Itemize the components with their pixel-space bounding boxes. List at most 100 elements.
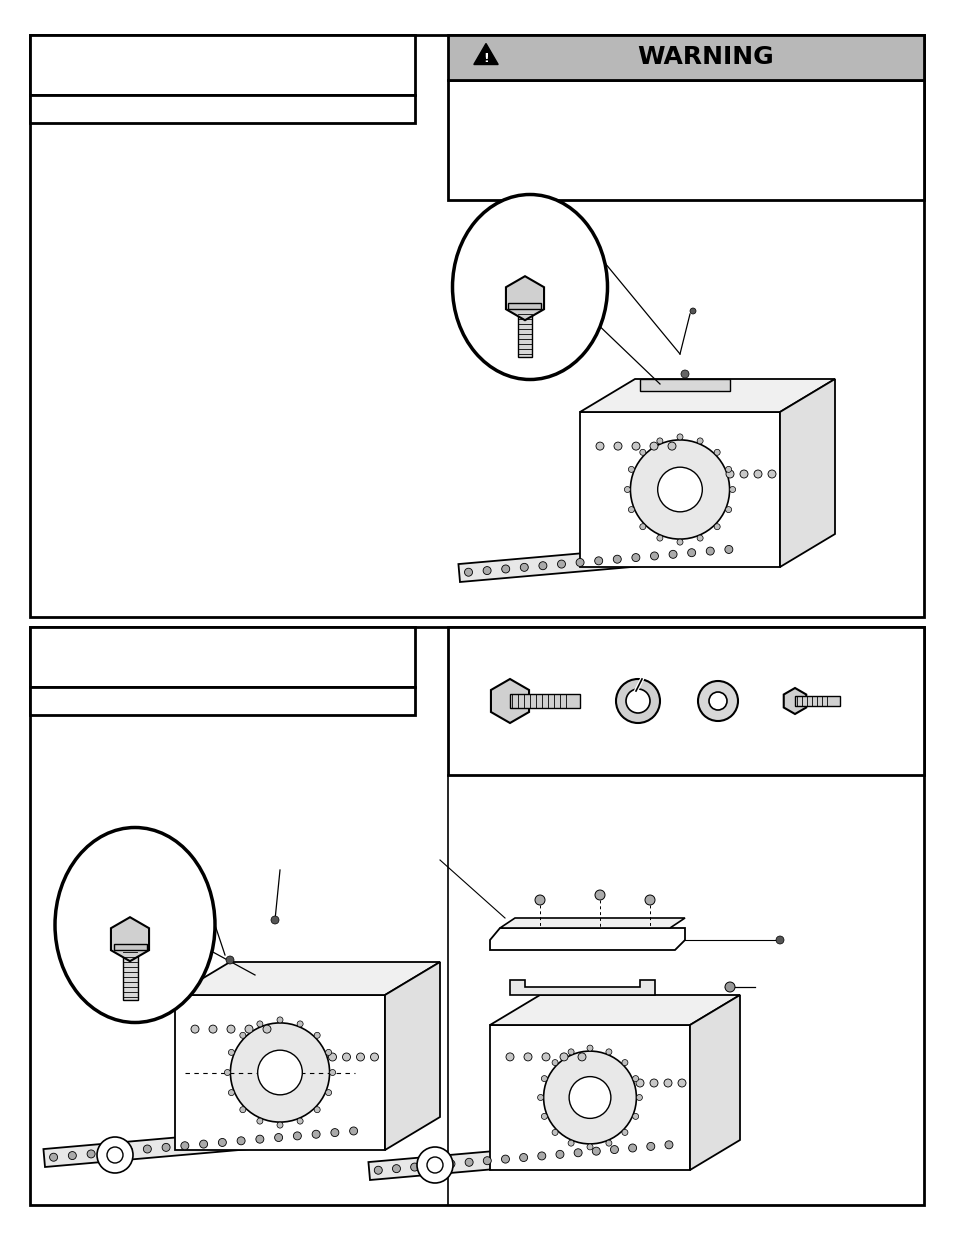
- Circle shape: [483, 1157, 491, 1165]
- Circle shape: [276, 1016, 283, 1023]
- Text: WARNING: WARNING: [637, 46, 774, 69]
- Circle shape: [610, 1146, 618, 1153]
- Circle shape: [224, 1070, 231, 1076]
- Circle shape: [628, 506, 634, 513]
- Circle shape: [753, 471, 761, 478]
- Circle shape: [628, 467, 634, 472]
- Circle shape: [680, 370, 688, 378]
- Circle shape: [628, 1144, 636, 1152]
- Circle shape: [646, 1142, 654, 1150]
- Circle shape: [325, 1089, 332, 1095]
- Circle shape: [428, 1161, 436, 1170]
- Polygon shape: [490, 927, 684, 950]
- Circle shape: [657, 535, 662, 541]
- Polygon shape: [780, 379, 834, 567]
- Polygon shape: [490, 1025, 689, 1170]
- Circle shape: [239, 1032, 246, 1039]
- Circle shape: [356, 1053, 364, 1061]
- Polygon shape: [44, 1121, 363, 1167]
- Circle shape: [557, 561, 565, 568]
- Circle shape: [552, 1060, 558, 1066]
- Circle shape: [218, 1139, 226, 1146]
- Polygon shape: [510, 981, 655, 995]
- Polygon shape: [111, 918, 149, 961]
- Bar: [639, 379, 729, 391]
- Circle shape: [523, 1053, 532, 1061]
- Circle shape: [209, 1025, 216, 1034]
- Bar: [122, 948, 137, 1000]
- Circle shape: [567, 1049, 574, 1055]
- Circle shape: [624, 487, 630, 493]
- Circle shape: [639, 450, 645, 456]
- Circle shape: [650, 552, 658, 559]
- Bar: [508, 303, 541, 309]
- Circle shape: [125, 1146, 132, 1155]
- Circle shape: [677, 433, 682, 440]
- Circle shape: [274, 1134, 282, 1141]
- Circle shape: [256, 1118, 263, 1124]
- Circle shape: [729, 487, 735, 493]
- Circle shape: [668, 551, 677, 558]
- Circle shape: [465, 1158, 473, 1166]
- Circle shape: [697, 535, 702, 541]
- Circle shape: [630, 440, 729, 540]
- Circle shape: [427, 1157, 442, 1173]
- Circle shape: [578, 1053, 585, 1061]
- Circle shape: [708, 692, 726, 710]
- Circle shape: [228, 1050, 234, 1056]
- Polygon shape: [174, 995, 385, 1150]
- Circle shape: [257, 1050, 302, 1094]
- Ellipse shape: [452, 194, 607, 379]
- Circle shape: [678, 1079, 685, 1087]
- Circle shape: [331, 1129, 338, 1136]
- Polygon shape: [579, 379, 834, 412]
- Circle shape: [574, 1149, 581, 1157]
- Circle shape: [519, 1153, 527, 1162]
- Circle shape: [296, 1118, 303, 1124]
- Circle shape: [231, 1023, 329, 1123]
- Circle shape: [725, 506, 731, 513]
- Circle shape: [725, 471, 733, 478]
- Circle shape: [725, 467, 731, 472]
- Circle shape: [464, 568, 472, 577]
- Circle shape: [501, 1155, 509, 1163]
- Circle shape: [614, 442, 621, 450]
- Bar: [30, 687, 415, 715]
- Circle shape: [649, 442, 658, 450]
- Circle shape: [649, 1079, 658, 1087]
- Circle shape: [556, 1150, 563, 1158]
- Polygon shape: [490, 995, 740, 1025]
- Circle shape: [349, 1128, 357, 1135]
- Circle shape: [312, 1130, 320, 1139]
- Circle shape: [69, 1151, 76, 1160]
- Circle shape: [540, 1076, 547, 1082]
- Circle shape: [245, 1025, 253, 1034]
- Ellipse shape: [55, 827, 214, 1023]
- Circle shape: [416, 1147, 453, 1183]
- Circle shape: [586, 1045, 593, 1051]
- Circle shape: [410, 1163, 418, 1171]
- Bar: [510, 694, 579, 708]
- Text: !: !: [482, 52, 488, 65]
- Circle shape: [567, 1140, 574, 1146]
- Bar: [30, 627, 923, 1205]
- Circle shape: [631, 553, 639, 562]
- Bar: [794, 697, 840, 706]
- Circle shape: [294, 1132, 301, 1140]
- Circle shape: [227, 1025, 234, 1034]
- Circle shape: [625, 689, 649, 713]
- Bar: [448, 627, 923, 776]
- Circle shape: [519, 563, 528, 572]
- Circle shape: [228, 1089, 234, 1095]
- Circle shape: [87, 1150, 95, 1158]
- Circle shape: [576, 558, 583, 567]
- Circle shape: [663, 1079, 671, 1087]
- Circle shape: [501, 564, 509, 573]
- Circle shape: [594, 557, 602, 564]
- Circle shape: [621, 1060, 627, 1066]
- Circle shape: [632, 1076, 638, 1082]
- Circle shape: [392, 1165, 400, 1173]
- Circle shape: [714, 524, 720, 530]
- Circle shape: [314, 1107, 320, 1113]
- Circle shape: [263, 1025, 271, 1034]
